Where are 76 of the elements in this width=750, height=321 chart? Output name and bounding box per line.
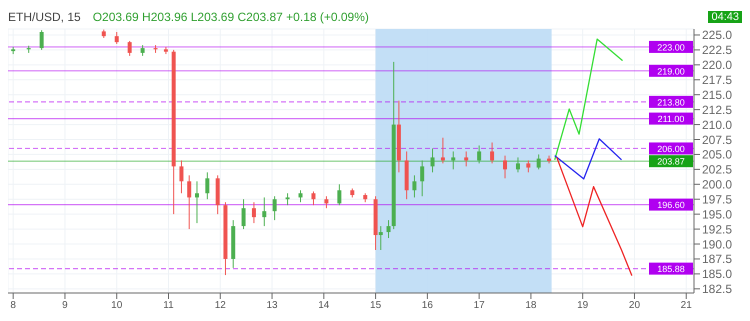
candlestick	[187, 174, 192, 230]
x-tick-label: 12	[214, 300, 226, 312]
candlestick	[311, 190, 316, 206]
x-tick-label: 10	[111, 300, 123, 312]
y-tick-label: 207.5	[702, 132, 732, 147]
candlestick	[252, 202, 256, 224]
candlestick	[114, 31, 119, 44]
candlestick	[140, 44, 145, 56]
ref-line-label: 223.00	[657, 42, 685, 52]
line-series	[554, 138, 622, 180]
candlestick	[179, 160, 184, 194]
x-tick-label: 13	[266, 300, 278, 312]
chart-title: ETH/USD, 15	[8, 10, 81, 24]
candlestick	[490, 142, 494, 164]
x-tick-label: 19	[577, 300, 589, 312]
y-tick-label: 185.0	[702, 267, 732, 282]
ref-line-label: 206.00	[657, 144, 685, 154]
candlestick	[451, 150, 456, 170]
candlestick	[412, 174, 416, 198]
y-tick-label: 210.0	[702, 118, 732, 132]
candlestick	[516, 156, 520, 173]
y-tick-label: 182.5	[702, 282, 732, 296]
candlestick	[503, 155, 508, 179]
candlestick	[324, 196, 328, 209]
x-tick-label: 17	[474, 300, 486, 312]
x-tick-label: 9	[62, 300, 68, 312]
y-tick-label: 192.5	[702, 222, 732, 236]
line-series	[556, 156, 633, 276]
text: 04:43	[708, 10, 742, 22]
y-tick-label: 220.0	[702, 58, 732, 72]
candlestick	[378, 226, 383, 250]
y-tick-label: 197.5	[702, 192, 732, 206]
candlestick	[526, 160, 530, 173]
candlestick	[420, 160, 424, 197]
candlestick	[477, 144, 482, 164]
candlestick	[464, 150, 468, 167]
candlestick	[194, 180, 199, 224]
x-tick-label: 20	[628, 300, 640, 312]
candlestick	[298, 190, 303, 203]
candlestick	[242, 198, 246, 230]
ref-line-label: 196.60	[657, 200, 685, 210]
y-tick-label: 212.5	[702, 102, 732, 117]
y-tick-label: 215.0	[702, 88, 732, 102]
x-tick-label: 14	[318, 300, 330, 312]
y-tick-label: 222.5	[702, 43, 732, 58]
x-tick-label: 21	[680, 300, 692, 312]
candlestick	[40, 30, 44, 50]
y-tick-label: 195.0	[702, 207, 732, 222]
y-tick-label: 202.5	[702, 162, 732, 177]
candlestick	[337, 184, 342, 206]
y-tick-label: 190.0	[702, 237, 732, 252]
candlestick	[262, 196, 266, 227]
y-tick-label: 225.0	[702, 28, 732, 42]
x-tick-label: 15	[370, 300, 382, 312]
chart-subtitle: O203.69 H203.96 L203.69 C203.87 +0.18 (+0.09%)	[92, 10, 369, 24]
x-tick-label: 18	[525, 300, 537, 312]
y-tick-label: 200.0	[702, 178, 732, 192]
x-tick-label: 8	[10, 300, 16, 312]
candlestick	[205, 172, 210, 200]
line-series	[554, 38, 624, 160]
y-tick-label: 217.5	[702, 73, 732, 88]
candlestick	[386, 220, 391, 239]
y-tick-label: 205.0	[702, 148, 732, 162]
y-tick-label: 187.5	[702, 252, 732, 266]
candlestick	[536, 154, 541, 170]
x-tick-label: 16	[422, 300, 434, 312]
candlestick	[272, 196, 277, 221]
ref-line-label: 211.00	[658, 114, 684, 124]
ref-line-label: 219.00	[657, 66, 685, 76]
x-tick-label: 11	[163, 300, 174, 312]
candlestick	[430, 148, 435, 173]
ref-line-label: 213.80	[657, 97, 685, 108]
candlestick	[128, 40, 132, 56]
ref-line-label: 203.87	[657, 156, 685, 167]
candlestick	[440, 137, 445, 164]
ref-line-label: 185.88	[657, 264, 685, 274]
